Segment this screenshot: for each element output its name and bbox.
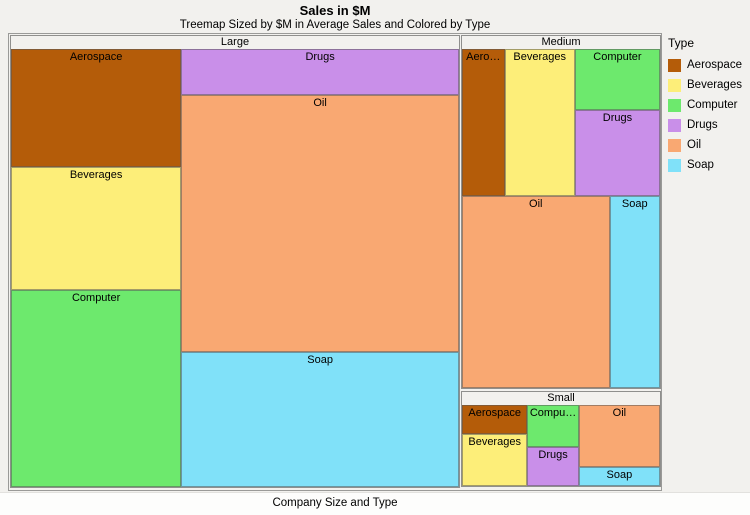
- aerospace-swatch-icon: [668, 58, 681, 72]
- beverages-swatch-icon: [668, 78, 681, 92]
- cell-label: Drugs: [538, 449, 568, 462]
- treemap: Large Aerospace Beverages Computer Drugs Oil…: [8, 33, 662, 491]
- legend-item-oil[interactable]: Oil: [668, 135, 748, 155]
- cell-label: Aerospace: [468, 407, 521, 419]
- cell-label: Beverages: [69, 169, 123, 182]
- cell-label: Drugs: [305, 51, 335, 63]
- legend-item-beverages[interactable]: Beverages: [668, 75, 748, 95]
- chart-subtitle: Treemap Sized by $M in Average Sales and…: [179, 19, 491, 31]
- soap-swatch-icon: [668, 158, 681, 172]
- treemap-cell-medium-soap[interactable]: Soap: [609, 196, 660, 388]
- computer-swatch-icon: [668, 98, 681, 112]
- legend: Type Aerospace Beverages Computer Drugs Oil S…: [668, 36, 748, 175]
- treemap-cell-small-computer[interactable]: Compu…: [527, 405, 579, 448]
- cell-label: Aero…: [466, 51, 501, 63]
- group-cells-large: Aerospace Beverages Computer Drugs Oil Soap: [11, 49, 459, 487]
- group-header-large: Large: [220, 36, 250, 48]
- treemap-cell-large-computer[interactable]: Computer: [11, 289, 182, 487]
- legend-title: Type: [668, 36, 695, 50]
- treemap-cell-medium-drugs[interactable]: Drugs: [574, 110, 660, 197]
- group-header-small: Small: [547, 392, 575, 404]
- treemap-cell-large-aerospace[interactable]: Aerospace: [11, 49, 182, 168]
- cell-label: Compu…: [529, 407, 577, 419]
- treemap-cell-medium-aerospace[interactable]: Aero…: [462, 49, 505, 197]
- drugs-swatch-icon: [668, 118, 681, 132]
- chart-title: Sales in $M: [299, 3, 371, 18]
- treemap-cell-small-aerospace[interactable]: Aerospace: [462, 405, 528, 435]
- cell-label: Oil: [529, 198, 543, 211]
- cell-label: Oil: [313, 96, 327, 109]
- cell-label: Aerospace: [69, 51, 123, 63]
- group-cells-medium: Aero… Beverages Computer Drugs Oil Soap: [462, 49, 660, 388]
- legend-item-aerospace[interactable]: Aerospace: [668, 55, 748, 75]
- group-cells-small: Aerospace Beverages Compu… Drugs Oil Soap: [462, 405, 660, 486]
- group-panel-small: Small Aerospace Beverages Compu… Drugs Oil So…: [461, 391, 661, 487]
- treemap-cell-large-soap[interactable]: Soap: [181, 351, 459, 487]
- legend-label: Beverages: [687, 79, 742, 91]
- legend-label: Soap: [687, 159, 714, 171]
- treemap-cell-medium-beverages[interactable]: Beverages: [504, 49, 575, 197]
- legend-label: Aerospace: [687, 59, 742, 71]
- treemap-cell-medium-computer[interactable]: Computer: [574, 49, 660, 111]
- treemap-cell-large-beverages[interactable]: Beverages: [11, 167, 182, 290]
- cell-label: Beverages: [468, 436, 521, 449]
- cell-label: Computer: [593, 51, 642, 63]
- footer: Company Size and Type: [0, 492, 750, 515]
- legend-label: Drugs: [687, 119, 718, 131]
- cell-label: Computer: [71, 291, 121, 304]
- treemap-cell-medium-oil[interactable]: Oil: [462, 196, 610, 388]
- legend-label: Oil: [687, 139, 702, 151]
- cell-label: Soap: [621, 198, 648, 211]
- treemap-cell-large-drugs[interactable]: Drugs: [181, 49, 459, 95]
- legend-item-computer[interactable]: Computer: [668, 95, 748, 115]
- x-axis-label: Company Size and Type: [272, 497, 398, 509]
- legend-item-drugs[interactable]: Drugs: [668, 115, 748, 135]
- legend-item-soap[interactable]: Soap: [668, 155, 748, 175]
- group-panel-large: Large Aerospace Beverages Computer Drugs Oil…: [10, 35, 460, 488]
- treemap-cell-large-oil[interactable]: Oil: [181, 94, 459, 352]
- treemap-cell-small-beverages[interactable]: Beverages: [462, 434, 528, 486]
- cell-label: Oil: [612, 407, 627, 419]
- group-panel-medium: Medium Aero… Beverages Computer Drugs Oil Soa…: [461, 35, 661, 389]
- oil-swatch-icon: [668, 138, 681, 152]
- legend-label: Computer: [687, 99, 738, 111]
- treemap-cell-small-soap[interactable]: Soap: [578, 467, 660, 486]
- legend-items: Aerospace Beverages Computer Drugs Oil Soap: [668, 55, 748, 175]
- group-header-medium: Medium: [541, 36, 581, 48]
- treemap-cell-small-drugs[interactable]: Drugs: [527, 447, 579, 486]
- cell-label: Soap: [606, 469, 633, 482]
- cell-label: Soap: [307, 353, 333, 366]
- treemap-cell-small-oil[interactable]: Oil: [578, 405, 660, 468]
- cell-label: Beverages: [513, 51, 566, 63]
- cell-label: Drugs: [602, 112, 633, 125]
